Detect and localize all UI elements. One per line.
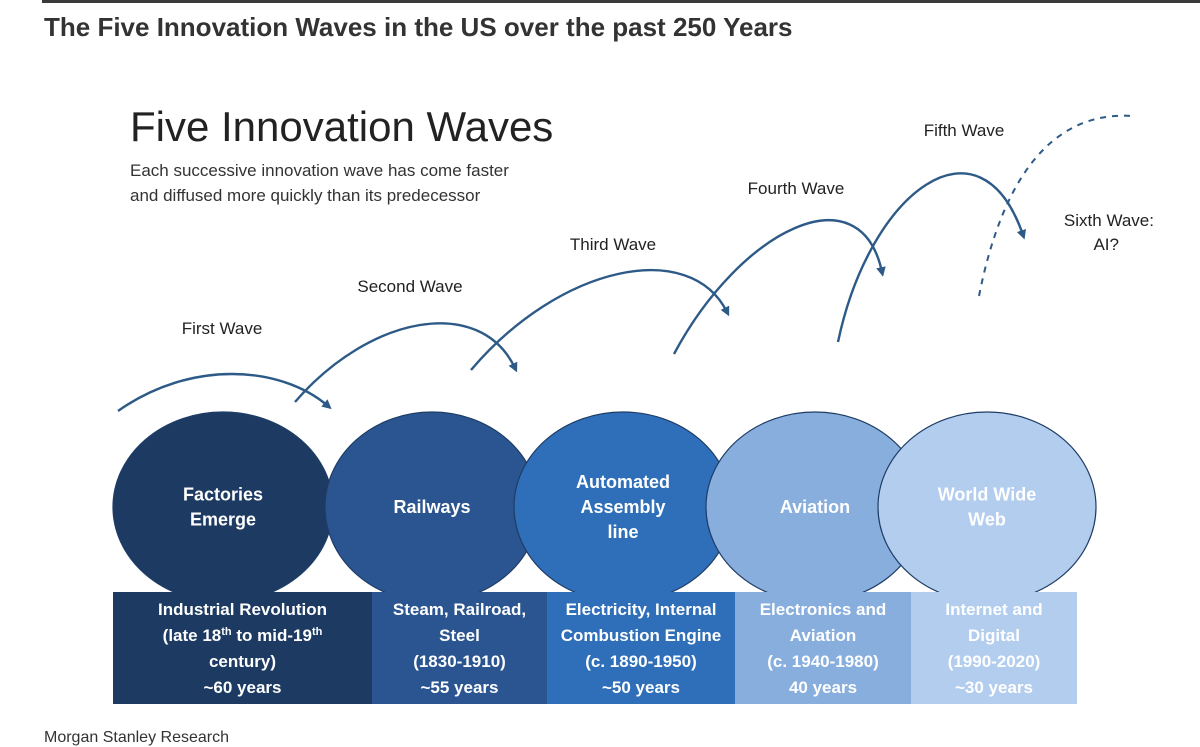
wave-circle-label: line [607, 522, 638, 542]
wave-circle-shape [877, 411, 1097, 603]
top-rule [42, 0, 1200, 3]
wave-label-fourth: Fourth Wave [748, 179, 845, 198]
wave-arc-second [294, 322, 518, 403]
wave-box-line: ~30 years [955, 678, 1033, 697]
wave-circle-label: Assembly [580, 497, 665, 517]
wave-label-first: First Wave [182, 319, 263, 338]
wave-box-line: (late 18th to mid-19th [163, 626, 323, 645]
wave-box-line: ~60 years [204, 678, 282, 697]
wave-label-fifth: Fifth Wave [924, 121, 1005, 140]
wave-arc-sixth-dashed [978, 114, 1134, 297]
wave-box-bg [113, 592, 372, 704]
wave-box-1: Industrial Revolution (late 18th to mid-1… [113, 592, 372, 704]
wave-circle-label: Web [968, 510, 1006, 530]
wave-arc-fifth [836, 172, 1026, 343]
wave-label-second: Second Wave [357, 277, 462, 296]
wave-box-bg [911, 592, 1077, 704]
wave-box-line: Steel [439, 626, 480, 645]
wave-box-line: (1990-2020) [948, 652, 1041, 671]
wave-box-line: ~55 years [421, 678, 499, 697]
wave-circle-label: World Wide [938, 485, 1037, 505]
wave-circle-3: Automated Assembly line [513, 411, 733, 603]
wave-box-line: Steam, Railroad, [393, 600, 526, 619]
wave-label-sixth-line2: AI? [1093, 235, 1119, 254]
wave-box-line: (c. 1940-1980) [767, 652, 879, 671]
wave-box-line: Digital [968, 626, 1020, 645]
wave-box-line: Industrial Revolution [158, 600, 327, 619]
page-title: The Five Innovation Waves in the US over… [44, 12, 793, 42]
wave-circle-label: Railways [393, 497, 470, 517]
wave-box-bg [547, 592, 735, 704]
wave-circle-label: Automated [576, 472, 670, 492]
wave-circle-1: Factories Emerge [112, 411, 334, 603]
wave-box-4: Electronics and Aviation (c. 1940-1980) 40 … [735, 592, 911, 704]
wave-circle-label: Aviation [780, 497, 850, 517]
wave-box-line: (c. 1890-1950) [585, 652, 697, 671]
wave-box-line: Electricity, Internal [566, 600, 717, 619]
wave-label-sixth-line1: Sixth Wave: [1064, 211, 1154, 230]
wave-arc-first [117, 372, 332, 412]
wave-box-bg [372, 592, 547, 704]
wave-box-3: Electricity, Internal Combustion Engine (c… [547, 592, 735, 704]
figure-subtitle-line1: Each successive innovation wave has come… [130, 161, 509, 180]
wave-label-third: Third Wave [570, 235, 656, 254]
wave-box-2: Steam, Railroad, Steel (1830-1910) ~55 year… [372, 592, 547, 704]
wave-circle-shape [112, 411, 334, 603]
wave-circle-2: Railways [324, 411, 540, 603]
wave-box-line: ~50 years [602, 678, 680, 697]
wave-box-bg [735, 592, 911, 704]
wave-box-line: Electronics and [760, 600, 887, 619]
wave-arc-third [470, 268, 730, 371]
wave-circle-label: Emerge [190, 510, 256, 530]
wave-box-line: 40 years [789, 678, 857, 697]
wave-arc-fourth [672, 219, 886, 355]
wave-box-line: (1830-1910) [413, 652, 506, 671]
figure-subtitle-line2: and diffused more quickly than its prede… [130, 186, 481, 205]
wave-circle-label: Factories [183, 485, 263, 505]
wave-circles: Factories Emerge Railways Automated Assembly… [112, 411, 1097, 603]
wave-box-line: Combustion Engine [561, 626, 722, 645]
wave-box-5: Internet and Digital (1990-2020) ~30 years [911, 592, 1077, 704]
figure-heading: Five Innovation Waves [130, 103, 553, 150]
wave-box-line: Internet and [945, 600, 1042, 619]
wave-boxes: Industrial Revolution (late 18th to mid-1… [113, 592, 1077, 704]
wave-box-line: century) [209, 652, 276, 671]
wave-box-line: Aviation [790, 626, 856, 645]
wave-circle-5: World Wide Web [877, 411, 1097, 603]
source-note: Morgan Stanley Research [44, 729, 229, 746]
